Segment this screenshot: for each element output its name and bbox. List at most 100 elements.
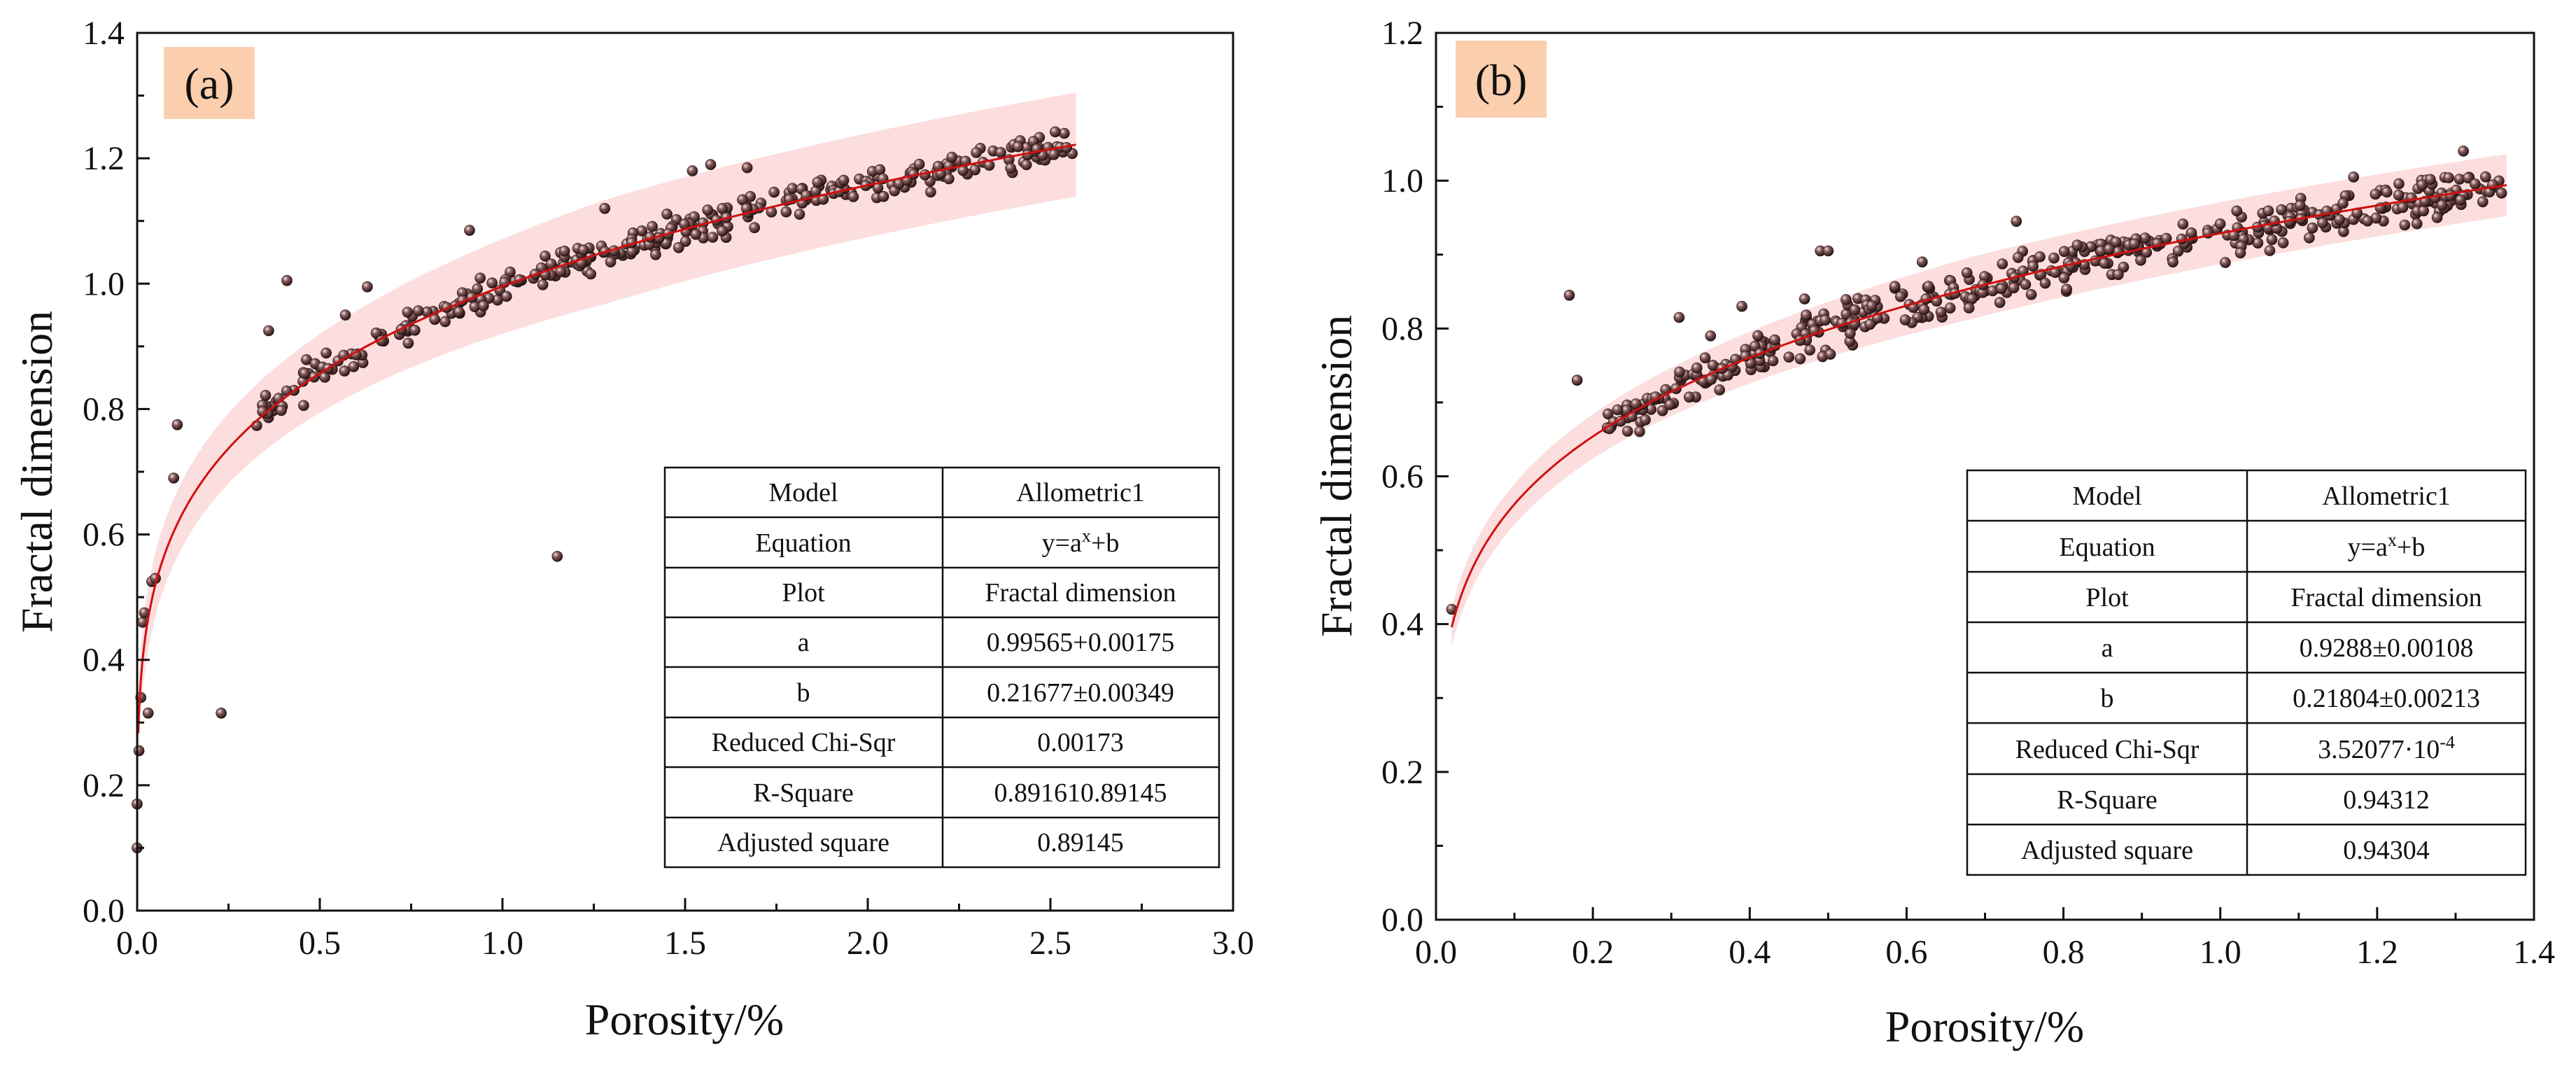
data-point (1656, 405, 1668, 416)
data-point (2027, 260, 2039, 272)
data-point (1918, 304, 1930, 316)
data-point (1640, 414, 1651, 426)
data-point (537, 279, 549, 290)
data-point (2370, 188, 2381, 200)
table-cell-equation: y=ax+b (1042, 526, 1120, 558)
data-point (168, 472, 179, 484)
data-point (2025, 288, 2037, 300)
data-point (1944, 302, 1956, 314)
table-cell: Equation (755, 528, 851, 558)
data-point (2118, 261, 2130, 273)
data-point (847, 191, 859, 202)
data-point (1895, 290, 1906, 302)
x-tick-label: 0.0 (116, 925, 158, 962)
panel-b: 0.0 0.2 0.4 0.6 0.8 1.0 1.2 1.4 0.0 0.2 0.4 0.6 0.8… (1311, 15, 2555, 1051)
data-point (2443, 172, 2454, 183)
x-axis-b: 0.0 0.2 0.4 0.6 0.8 1.0 1.2 1.4 (1415, 907, 2555, 971)
table-cell: 0.89145 (1037, 828, 1124, 857)
data-point (812, 176, 824, 188)
data-point (2034, 251, 2046, 262)
data-point (687, 165, 698, 176)
data-point (1840, 294, 1852, 305)
table-cell: Model (768, 478, 838, 507)
data-point (474, 272, 486, 284)
y-axis-a: 0.0 0.2 0.4 0.6 0.8 1.0 1.2 1.4 (83, 15, 150, 930)
x-axis-a: 0.0 0.5 1.0 1.5 2.0 2.5 3.0 (116, 898, 1254, 962)
data-point (2458, 146, 2469, 157)
panel-label-badge-b (1456, 41, 1547, 118)
data-point (2048, 252, 2060, 264)
data-point (2160, 232, 2172, 244)
data-point (1822, 245, 1834, 257)
table-cell: a (2102, 633, 2113, 663)
data-point (2470, 178, 2481, 190)
data-point (1752, 330, 1764, 342)
data-point (1963, 302, 1975, 314)
data-point (472, 283, 484, 295)
data-point (1801, 309, 1812, 321)
x-tick-label: 0.6 (1885, 934, 1927, 971)
data-point (913, 158, 925, 170)
data-point (1923, 281, 1934, 292)
data-point (1674, 366, 1685, 378)
data-point (2099, 258, 2110, 269)
y-tick-label: 0.2 (1381, 754, 1423, 791)
data-point (717, 203, 728, 214)
data-point (2013, 251, 2024, 263)
x-tick-label: 1.2 (2356, 934, 2398, 971)
data-point (2071, 239, 2083, 251)
data-point (2307, 222, 2318, 234)
table-cell-equation: y=ax+b (2348, 530, 2426, 562)
data-point (1571, 374, 1583, 386)
data-point (605, 256, 617, 268)
x-tick-label: 1.5 (664, 925, 706, 962)
table-cell: 0.94312 (2343, 785, 2430, 815)
data-point (1997, 258, 2008, 269)
data-point (2416, 179, 2428, 191)
data-point (1966, 293, 1978, 304)
data-point (2220, 257, 2231, 268)
x-tick-label: 0.8 (2043, 934, 2085, 971)
table-cell: 0.21804±0.00213 (2293, 684, 2480, 713)
data-point (1699, 352, 1711, 364)
data-point (299, 367, 311, 379)
data-point (717, 225, 728, 237)
data-point (2294, 199, 2306, 211)
data-point (2214, 218, 2226, 230)
y-tick-label: 0.0 (1381, 902, 1423, 939)
data-point (1899, 314, 1911, 325)
fit-table-a: Model Allometric1 Equation y=ax+b Plot F… (663, 466, 1220, 869)
data-point (2425, 174, 2436, 185)
data-point (1864, 318, 1875, 330)
data-point (741, 162, 753, 174)
data-point (2104, 243, 2115, 255)
data-point (1012, 141, 1024, 153)
panel-a: 0.0 0.5 1.0 1.5 2.0 2.5 3.0 0.0 0.2 0.4 0.6 0.8 1.0… (12, 15, 1254, 1044)
data-point (1866, 300, 1878, 311)
data-point (2480, 171, 2491, 183)
data-point (1917, 256, 1928, 268)
x-tick-label: 0.4 (1729, 934, 1771, 971)
table-cell: Plot (782, 578, 825, 608)
data-point (142, 707, 154, 719)
table-cell: 0.99565+0.00175 (987, 628, 1174, 657)
data-point (260, 390, 272, 401)
y-tick-label: 0.4 (83, 642, 125, 679)
y-tick-label: 0.2 (83, 767, 125, 804)
data-point (1799, 293, 1810, 304)
data-point (1783, 351, 1795, 363)
data-point (402, 337, 414, 349)
data-point (1804, 344, 1815, 356)
data-point (1769, 334, 1780, 346)
data-point (1612, 404, 1624, 416)
data-point (705, 159, 717, 170)
data-point (585, 268, 597, 280)
data-point (439, 316, 451, 328)
data-point (1005, 162, 1016, 174)
data-point (2348, 171, 2359, 183)
data-point (486, 277, 498, 289)
table-cell: 0.94304 (2343, 836, 2430, 865)
table-cell: 0.9288±0.00108 (2300, 633, 2474, 663)
data-point (2186, 227, 2197, 239)
